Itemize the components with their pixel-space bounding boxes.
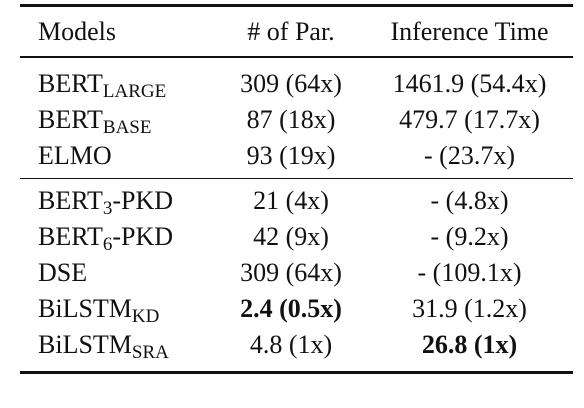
table-row: BERT3-PKD 21 (4x) - (4.8x) bbox=[20, 179, 573, 220]
cell-model: BERTBASE bbox=[20, 102, 216, 138]
table-group-baselines: BERTLARGE 309 (64x) 1461.9 (54.4x) BERTBASE… bbox=[20, 57, 573, 179]
model-subscript: BASE bbox=[102, 117, 152, 138]
table-group-compressed: BERT3-PKD 21 (4x) - (4.8x) BERT6-PKD 42 (9x)… bbox=[20, 178, 573, 373]
header-inference-time: Inference Time bbox=[390, 16, 549, 46]
cell-model: BiLSTMSRA bbox=[20, 327, 216, 373]
model-subscript: KD bbox=[131, 306, 160, 327]
header-params: # of Par. bbox=[247, 16, 335, 46]
model-subscript: SRA bbox=[131, 342, 169, 363]
table-row: BERT6-PKD 42 (9x) - (9.2x) bbox=[20, 219, 573, 255]
table-row: DSE 309 (64x) - (109.1x) bbox=[20, 255, 573, 291]
table-row: BiLSTMSRA 4.8 (1x) 26.8 (1x) bbox=[20, 327, 573, 373]
cell-inference-time: 26.8 (1x) bbox=[421, 330, 518, 359]
model-name: BiLSTM bbox=[38, 294, 132, 323]
model-suffix: -PKD bbox=[112, 222, 174, 251]
model-name: ELMO bbox=[38, 141, 112, 170]
model-name: BERT bbox=[38, 105, 103, 134]
cell-params: 42 (9x) bbox=[253, 222, 329, 251]
results-table: Models # of Par. Inference Time BERTLARG… bbox=[20, 4, 573, 374]
header-models: Models bbox=[38, 16, 116, 46]
cell-inference-time: - (9.2x) bbox=[430, 222, 509, 251]
cell-inference-time: - (23.7x) bbox=[424, 141, 515, 170]
table-row: BERTLARGE 309 (64x) 1461.9 (54.4x) bbox=[20, 57, 573, 102]
model-name: DSE bbox=[38, 258, 88, 287]
cell-model: BERTLARGE bbox=[20, 57, 216, 102]
cell-params: 309 (64x) bbox=[240, 69, 342, 98]
model-subscript: 6 bbox=[102, 234, 113, 255]
model-name: BERT bbox=[38, 69, 103, 98]
model-suffix: -PKD bbox=[112, 186, 174, 215]
cell-model: BERT6-PKD bbox=[20, 219, 216, 255]
table-row: BiLSTMKD 2.4 (0.5x) 31.9 (1.2x) bbox=[20, 291, 573, 327]
model-name: BERT bbox=[38, 222, 103, 251]
cell-model: BERT3-PKD bbox=[20, 179, 216, 220]
cell-inference-time: - (109.1x) bbox=[417, 258, 522, 287]
model-subscript: 3 bbox=[102, 198, 113, 219]
cell-model: ELMO bbox=[20, 138, 216, 179]
cell-inference-time: - (4.8x) bbox=[430, 186, 509, 215]
cell-model: DSE bbox=[20, 255, 216, 291]
header-row: Models # of Par. Inference Time bbox=[20, 5, 573, 57]
table-header: Models # of Par. Inference Time bbox=[20, 5, 573, 57]
cell-params: 2.4 (0.5x) bbox=[240, 294, 342, 323]
table-row: BERTBASE 87 (18x) 479.7 (17.7x) bbox=[20, 102, 573, 138]
cell-params: 4.8 (1x) bbox=[249, 330, 333, 359]
model-subscript: LARGE bbox=[102, 81, 167, 102]
table-row: ELMO 93 (19x) - (23.7x) bbox=[20, 138, 573, 179]
cell-model: BiLSTMKD bbox=[20, 291, 216, 327]
model-name: BiLSTM bbox=[38, 330, 132, 359]
cell-inference-time: 479.7 (17.7x) bbox=[399, 105, 540, 134]
cell-params: 87 (18x) bbox=[246, 105, 336, 134]
cell-params: 21 (4x) bbox=[253, 186, 329, 215]
cell-params: 93 (19x) bbox=[246, 141, 336, 170]
cell-inference-time: 31.9 (1.2x) bbox=[412, 294, 527, 323]
cell-params: 309 (64x) bbox=[240, 258, 342, 287]
cell-inference-time: 1461.9 (54.4x) bbox=[392, 69, 547, 98]
model-name: BERT bbox=[38, 186, 103, 215]
